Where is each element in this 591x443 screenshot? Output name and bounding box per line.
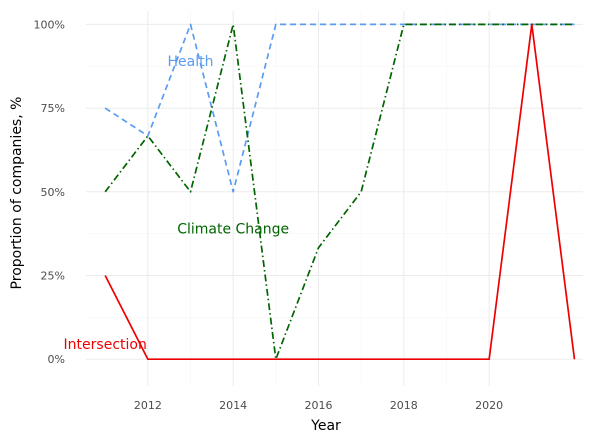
x-axis-ticks: 2012 2014 2016 2018 2020 [134, 399, 503, 412]
series-label-health: Health [168, 54, 214, 70]
x-axis-title: Year [310, 418, 341, 434]
y-tick-label: 100% [34, 18, 65, 31]
x-tick-label: 2012 [134, 399, 162, 412]
series-lines [104, 23, 576, 361]
y-tick-label: 25% [41, 270, 65, 283]
x-tick-label: 2016 [305, 399, 333, 412]
y-tick-label: 0% [48, 353, 65, 366]
series-line-health [104, 23, 575, 193]
x-tick-label: 2020 [475, 399, 503, 412]
series-line-intersection [104, 23, 576, 361]
series-label-climate-change: Climate Change [177, 222, 289, 238]
y-axis-ticks: 0% 25% 50% 75% 100% [34, 18, 65, 366]
series-labels: Health Climate Change Intersection [64, 54, 290, 353]
series-line-climate-change [104, 23, 575, 361]
y-axis-title: Proportion of companies, % [9, 97, 25, 290]
y-tick-label: 75% [41, 102, 65, 115]
grid [86, 11, 583, 386]
x-tick-label: 2014 [219, 399, 247, 412]
series-label-intersection: Intersection [64, 337, 147, 353]
x-tick-label: 2018 [390, 399, 418, 412]
y-tick-label: 50% [41, 186, 65, 199]
